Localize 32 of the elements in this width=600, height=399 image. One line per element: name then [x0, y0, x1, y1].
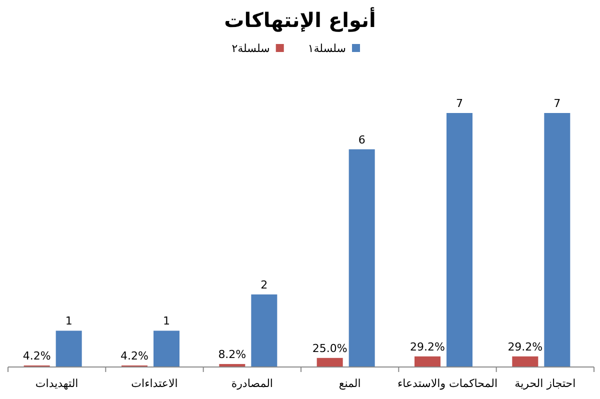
bar	[154, 330, 180, 367]
legend-label: سلسلة١	[308, 42, 346, 55]
data-label: 29.2%	[410, 340, 445, 354]
x-tick-label: المصادرة	[231, 377, 273, 390]
bar	[446, 113, 472, 367]
bar	[251, 294, 278, 367]
bar	[512, 356, 538, 367]
bar	[414, 356, 440, 367]
legend-label: سلسلة٢	[232, 42, 270, 55]
legend: سلسلة١	[308, 42, 360, 55]
data-label: 4.2%	[22, 349, 51, 362]
x-tick-label: الاعتداءات	[131, 377, 178, 390]
x-tick-label: احتجاز الحرية	[514, 377, 576, 390]
x-tick-label: المنع	[338, 377, 361, 390]
data-label: 29.2%	[508, 340, 543, 354]
chart-title: أنواع الإنتهاكات	[224, 7, 376, 32]
data-label: 4.2%	[120, 349, 148, 362]
bar	[316, 358, 343, 367]
x-tick-label: التهديدات	[35, 377, 78, 390]
data-label: 7	[554, 97, 561, 110]
data-label: 8.2%	[218, 348, 246, 362]
bar	[56, 330, 82, 367]
legend: سلسلة٢	[232, 42, 284, 55]
data-label: 1	[65, 314, 72, 328]
data-label: 6	[358, 133, 366, 146]
data-label: 7	[456, 97, 463, 110]
data-label: 2	[260, 278, 268, 292]
bar	[348, 149, 375, 367]
x-tick-label: المحاكمات والاستدعاء	[397, 377, 498, 390]
data-label: 25.0%	[312, 342, 348, 355]
bar	[544, 113, 570, 367]
data-label: 1	[163, 314, 170, 328]
